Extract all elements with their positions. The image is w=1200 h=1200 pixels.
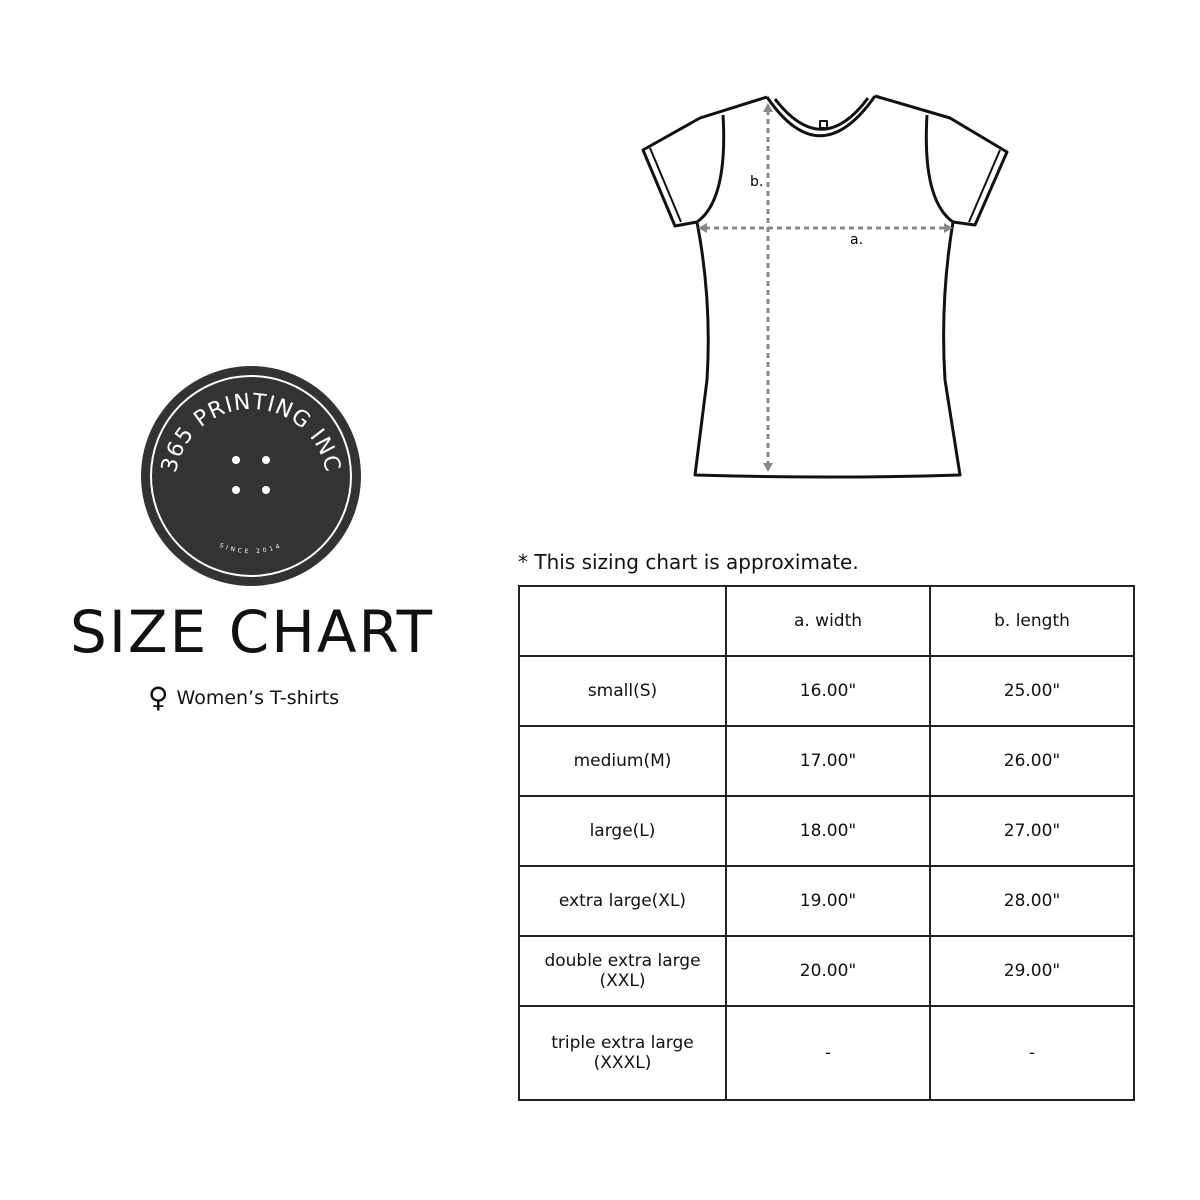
- table-row: double extra large (XXL) 20.00" 29.00": [518, 935, 1135, 1007]
- table-row: medium(M) 17.00" 26.00": [518, 725, 1135, 797]
- header-width: a. width: [725, 585, 931, 657]
- size-cell: large(L): [518, 795, 727, 867]
- length-cell: 27.00": [929, 795, 1135, 867]
- width-cell: 17.00": [725, 725, 931, 797]
- width-cell: 20.00": [725, 935, 931, 1007]
- table-row: large(L) 18.00" 27.00": [518, 795, 1135, 867]
- female-symbol-icon: ♀: [148, 681, 169, 714]
- length-cell: 26.00": [929, 725, 1135, 797]
- length-cell: 25.00": [929, 655, 1135, 727]
- table-row: triple extra large (XXXL) - -: [518, 1005, 1135, 1101]
- table-row: small(S) 16.00" 25.00": [518, 655, 1135, 727]
- subtitle-text: Women’s T-shirts: [176, 687, 340, 709]
- width-cell: -: [725, 1005, 931, 1101]
- page-title: SIZE CHART: [70, 598, 435, 666]
- approximation-note: * This sizing chart is approximate.: [518, 550, 859, 574]
- length-cell: 29.00": [929, 935, 1135, 1007]
- table-row: extra large(XL) 19.00" 28.00": [518, 865, 1135, 937]
- header-length: b. length: [929, 585, 1135, 657]
- tshirt-diagram: b. a.: [641, 94, 1009, 479]
- size-table: a. width b. length small(S) 16.00" 25.00" …: [518, 585, 1135, 1101]
- size-cell: medium(M): [518, 725, 727, 797]
- table-header-row: a. width b. length: [518, 585, 1135, 657]
- width-cell: 19.00": [725, 865, 931, 937]
- size-cell: small(S): [518, 655, 727, 727]
- header-size: [518, 585, 727, 657]
- width-cell: 18.00": [725, 795, 931, 867]
- width-label: a.: [850, 232, 863, 248]
- subtitle: ♀ Women’s T-shirts: [148, 684, 339, 712]
- size-cell: double extra large (XXL): [518, 935, 727, 1007]
- size-cell: extra large(XL): [518, 865, 727, 937]
- length-cell: -: [929, 1005, 1135, 1101]
- size-cell: triple extra large (XXXL): [518, 1005, 727, 1101]
- brand-logo: 365 PRINTING INC SINCE 2014: [141, 366, 361, 586]
- length-cell: 28.00": [929, 865, 1135, 937]
- length-label: b.: [750, 174, 763, 190]
- width-cell: 16.00": [725, 655, 931, 727]
